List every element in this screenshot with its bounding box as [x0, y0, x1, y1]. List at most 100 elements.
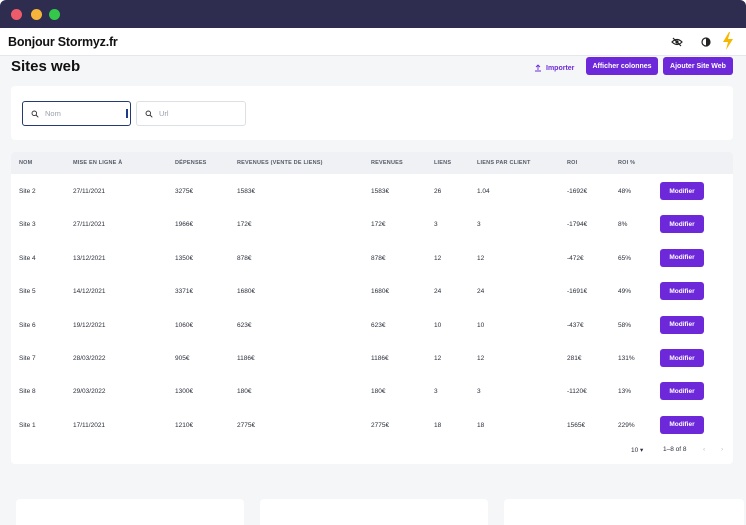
modify-button[interactable]: Modifier: [660, 349, 704, 367]
cell-revenues: 180€: [371, 388, 386, 396]
cell-liens: 3: [434, 221, 438, 229]
column-header-roi[interactable]: ROI: [567, 160, 578, 166]
cell-mise-en-ligne: 17/11/2021: [73, 421, 106, 429]
cell-roi-percent: 13%: [618, 388, 632, 396]
import-button[interactable]: Importer: [534, 60, 574, 76]
cell-liens: 26: [434, 188, 442, 195]
chevron-down-icon: ▾: [640, 447, 644, 454]
main-content: Sites web Importer Afficher colonnes Ajo…: [0, 56, 746, 525]
cell-roi: -1691€: [567, 288, 588, 296]
sites-table: NOM MISE EN LIGNE À DÉPENSES REVENUES (V…: [11, 152, 733, 464]
cell-depenses: 905€: [175, 355, 190, 362]
cell-roi: 1565€: [567, 421, 586, 429]
cell-revenues-vente: 623€: [237, 321, 252, 329]
cell-mise-en-ligne: 27/11/2021: [73, 221, 106, 229]
cell-nom: Site 8: [19, 388, 36, 396]
cell-depenses: 1210€: [175, 421, 194, 429]
rows-per-page-select[interactable]: 10 ▾: [631, 446, 643, 454]
cell-revenues-vente: 172€: [237, 221, 252, 229]
cell-liens: 3: [434, 388, 438, 396]
cell-mise-en-ligne: 19/12/2021: [73, 321, 106, 329]
cell-depenses: 1350€: [175, 254, 194, 262]
cell-liens-par-client: 12: [477, 355, 485, 362]
column-header-revenues-vente[interactable]: REVENUES (VENTE DE LIENS): [237, 160, 323, 166]
cell-liens-par-client: 3: [477, 221, 481, 229]
cell-mise-en-ligne: 14/12/2021: [73, 288, 106, 296]
table-row: Site 7 28/03/2022 905€ 1186€ 1186€ 12 12 281€ 13…: [11, 343, 733, 376]
column-header-liens-par-client[interactable]: LIENS PAR CLIENT: [477, 160, 531, 166]
column-header-mise-en-ligne[interactable]: MISE EN LIGNE À: [73, 160, 123, 166]
search-icon: [145, 110, 153, 118]
url-search-placeholder: Url: [159, 109, 169, 118]
name-search-input[interactable]: Nom: [22, 101, 131, 126]
cell-roi: -1794€: [567, 221, 588, 229]
column-header-revenues[interactable]: REVENUES: [371, 160, 403, 166]
modify-button[interactable]: Modifier: [660, 382, 704, 401]
cell-nom: Site 3: [19, 221, 36, 229]
table-row: Site 6 19/12/2021 1060€ 623€ 623€ 10 10 -437€ 58…: [11, 310, 733, 343]
text-cursor: [126, 109, 128, 118]
cell-depenses: 3371€: [175, 288, 194, 296]
filter-panel: Nom Url: [11, 86, 733, 140]
maximize-window-button[interactable]: [49, 9, 60, 20]
cell-liens: 18: [434, 421, 442, 429]
cell-liens: 12: [434, 254, 442, 262]
cell-mise-en-ligne: 27/11/2021: [73, 188, 106, 195]
stat-card-1: [16, 499, 244, 525]
cell-roi: 281€: [567, 355, 582, 362]
cell-revenues-vente: 1583€: [237, 188, 256, 195]
cell-liens-par-client: 12: [477, 254, 485, 262]
minimize-window-button[interactable]: [31, 9, 42, 20]
cell-roi: -1692€: [567, 188, 588, 195]
name-search-placeholder: Nom: [45, 109, 61, 118]
table-row: Site 2 27/11/2021 3275€ 1583€ 1583€ 26 1.04 -16…: [11, 176, 733, 209]
cell-liens: 10: [434, 321, 442, 329]
eye-off-icon[interactable]: [670, 35, 684, 49]
import-button-label: Importer: [546, 64, 575, 72]
modify-button[interactable]: Modifier: [660, 415, 704, 434]
cell-nom: Site 4: [19, 254, 36, 262]
show-columns-button[interactable]: Afficher colonnes: [586, 57, 658, 75]
cell-revenues: 1186€: [371, 355, 389, 362]
lightning-icon[interactable]: [721, 31, 735, 51]
add-website-button[interactable]: Ajouter Site Web: [663, 57, 733, 75]
cell-liens-par-client: 1.04: [477, 188, 490, 195]
cell-roi-percent: 48%: [618, 188, 632, 195]
cell-revenues: 878€: [371, 254, 386, 262]
next-page-icon[interactable]: ›: [721, 446, 724, 453]
cell-revenues: 172€: [371, 221, 386, 229]
cell-mise-en-ligne: 13/12/2021: [73, 254, 106, 262]
column-header-depenses[interactable]: DÉPENSES: [175, 160, 207, 166]
stat-card-2: [260, 499, 488, 525]
table-row: Site 8 29/03/2022 1300€ 180€ 180€ 3 3 -1120€ 13%…: [11, 376, 733, 409]
cell-roi: -472€: [567, 254, 584, 262]
url-search-input[interactable]: Url: [136, 101, 246, 126]
column-header-liens[interactable]: LIENS: [434, 160, 452, 166]
table-row: Site 1 17/11/2021 1210€ 2775€ 2775€ 18 18 1565€…: [11, 410, 733, 443]
modify-button[interactable]: Modifier: [660, 182, 704, 200]
cell-roi: -437€: [567, 321, 584, 329]
cell-nom: Site 6: [19, 321, 36, 329]
cell-nom: Site 2: [19, 188, 36, 195]
contrast-icon[interactable]: [699, 35, 713, 49]
upload-icon: [535, 64, 541, 72]
cell-roi-percent: 8%: [618, 221, 628, 229]
cell-nom: Site 5: [19, 288, 36, 296]
cell-liens: 12: [434, 355, 442, 362]
table-header: NOM MISE EN LIGNE À DÉPENSES REVENUES (V…: [11, 152, 733, 174]
previous-page-icon[interactable]: ‹: [703, 446, 706, 453]
cell-revenues: 623€: [371, 321, 386, 329]
modify-button[interactable]: Modifier: [660, 282, 704, 301]
cell-liens-par-client: 24: [477, 288, 485, 296]
modify-button[interactable]: Modifier: [660, 315, 704, 334]
rows-per-page-value: 10: [631, 447, 639, 454]
close-window-button[interactable]: [11, 9, 22, 20]
cell-revenues-vente: 180€: [237, 388, 252, 396]
cell-revenues: 1583€: [371, 188, 390, 195]
cell-revenues-vente: 1186€: [237, 355, 255, 362]
column-header-roi-percent[interactable]: ROI %: [618, 160, 636, 166]
modify-button[interactable]: Modifier: [660, 215, 704, 234]
cell-depenses: 1300€: [175, 388, 194, 396]
modify-button[interactable]: Modifier: [660, 248, 704, 267]
column-header-nom[interactable]: NOM: [19, 160, 33, 166]
